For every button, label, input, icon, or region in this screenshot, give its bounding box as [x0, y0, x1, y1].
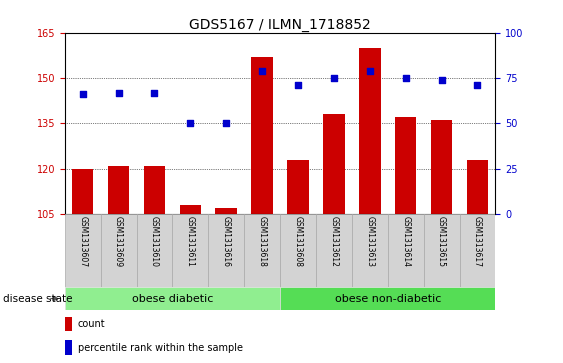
Bar	[388, 214, 424, 287]
Text: GSM1313617: GSM1313617	[473, 216, 482, 267]
Point	[222, 121, 231, 126]
Bar	[180, 205, 201, 214]
Bar	[244, 214, 280, 287]
Bar	[423, 214, 459, 287]
Text: obese diabetic: obese diabetic	[132, 294, 213, 303]
Point	[329, 75, 338, 81]
Text: disease state: disease state	[3, 294, 72, 303]
Bar	[65, 340, 73, 355]
Text: GSM1313615: GSM1313615	[437, 216, 446, 267]
Text: GSM1313609: GSM1313609	[114, 216, 123, 268]
Bar	[72, 169, 93, 214]
Bar	[108, 166, 129, 214]
Bar	[101, 214, 137, 287]
Bar	[287, 160, 309, 214]
Text: GSM1313608: GSM1313608	[293, 216, 302, 267]
Point	[78, 91, 87, 97]
Bar	[323, 114, 345, 214]
Text: GSM1313612: GSM1313612	[329, 216, 338, 267]
Bar	[216, 208, 237, 214]
Bar	[65, 287, 280, 310]
Point	[365, 68, 374, 74]
Point	[437, 77, 446, 83]
Point	[473, 82, 482, 88]
Bar	[280, 214, 316, 287]
Bar	[467, 160, 488, 214]
Bar	[172, 214, 208, 287]
Point	[293, 82, 302, 88]
Text: obese non-diabetic: obese non-diabetic	[334, 294, 441, 303]
Bar	[359, 48, 381, 214]
Point	[150, 90, 159, 95]
Point	[186, 121, 195, 126]
Text: GSM1313614: GSM1313614	[401, 216, 410, 267]
Text: GSM1313610: GSM1313610	[150, 216, 159, 267]
Bar	[65, 317, 73, 331]
Text: GSM1313611: GSM1313611	[186, 216, 195, 267]
Text: GSM1313618: GSM1313618	[258, 216, 267, 267]
Text: GSM1313613: GSM1313613	[365, 216, 374, 267]
Text: GSM1313616: GSM1313616	[222, 216, 231, 267]
Bar	[395, 117, 417, 214]
Point	[258, 68, 267, 74]
Bar	[208, 214, 244, 287]
Bar	[459, 214, 495, 287]
Bar	[431, 121, 452, 214]
Title: GDS5167 / ILMN_1718852: GDS5167 / ILMN_1718852	[189, 18, 371, 32]
Text: percentile rank within the sample: percentile rank within the sample	[78, 343, 243, 352]
Bar	[251, 57, 273, 214]
Bar	[137, 214, 172, 287]
Text: GSM1313607: GSM1313607	[78, 216, 87, 268]
Bar	[316, 214, 352, 287]
Point	[401, 75, 410, 81]
Text: count: count	[78, 319, 105, 329]
Point	[114, 90, 123, 95]
Bar	[144, 166, 166, 214]
Bar	[280, 287, 495, 310]
Bar	[352, 214, 388, 287]
Bar	[65, 214, 101, 287]
